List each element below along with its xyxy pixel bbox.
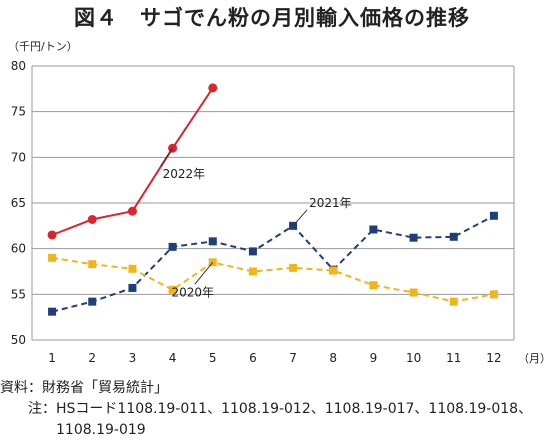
y-tick-label: 75 (11, 105, 26, 119)
data-point (127, 206, 137, 216)
note-label: 注： (28, 401, 56, 417)
series-line-2020年 (51, 256, 495, 303)
data-point (289, 263, 298, 272)
leader-line (292, 209, 308, 227)
x-tick-label: 10 (406, 351, 421, 365)
x-tick-label: 7 (289, 351, 297, 365)
x-tick-label: 1 (48, 351, 56, 365)
y-tick-label: 80 (11, 59, 26, 73)
data-point (329, 266, 338, 275)
x-tick-label: 3 (129, 351, 137, 365)
data-point (128, 264, 137, 273)
x-tick-label: 12 (486, 351, 501, 365)
data-point (48, 253, 57, 262)
leader-line (194, 262, 214, 285)
data-point (489, 290, 498, 299)
note-row: 注：HSコード1108.19-011、1108.19-012、1108.19-0… (0, 399, 544, 420)
data-point (168, 242, 177, 251)
leader-line (160, 147, 173, 167)
data-point (208, 237, 217, 246)
x-tick-label: 11 (446, 351, 461, 365)
x-tick-label: 2 (88, 351, 96, 365)
note-row-2: 1108.19-019 (0, 420, 544, 441)
data-point (168, 285, 177, 294)
x-tick-label: 5 (209, 351, 217, 365)
data-point (449, 232, 458, 241)
note-text-line1: HSコード1108.19-011、1108.19-012、1108.19-017… (56, 401, 533, 417)
data-point (88, 260, 97, 269)
notes: 資料：財務省「貿易統計」 注：HSコード1108.19-011、1108.19-… (0, 378, 544, 441)
data-point (489, 211, 498, 220)
y-tick-label: 50 (11, 333, 26, 347)
source-text: 財務省「貿易統計」 (42, 380, 168, 396)
y-tick-label: 70 (11, 150, 26, 164)
series-line-2021年 (51, 214, 495, 313)
data-point (409, 288, 418, 297)
data-point (369, 225, 378, 234)
y-tick-label: 55 (11, 287, 26, 301)
note-text-line2: 1108.19-019 (56, 422, 146, 438)
data-point (449, 297, 458, 306)
data-point (248, 267, 257, 276)
data-point (88, 297, 97, 306)
y-tick-label: 65 (11, 196, 26, 210)
x-axis-unit: （月） (518, 352, 544, 365)
x-tick-label: 9 (370, 351, 378, 365)
data-point (248, 247, 257, 256)
data-point (87, 214, 97, 224)
data-point (369, 281, 378, 290)
label-2020: 2020年 (171, 285, 214, 299)
x-tick-label: 6 (249, 351, 257, 365)
data-point (48, 307, 57, 316)
source-label: 資料： (0, 380, 42, 396)
label-2021: 2021年 (309, 196, 352, 210)
x-tick-label: 4 (169, 351, 177, 365)
label-2022: 2022年 (163, 167, 206, 181)
y-tick-label: 60 (11, 242, 26, 256)
chart-title: 図４ サゴでん粉の月別輸入価格の推移 (74, 6, 470, 30)
data-point (128, 283, 137, 292)
data-point (47, 230, 57, 240)
x-tick-label: 8 (329, 351, 337, 365)
data-point (409, 233, 418, 242)
source-row: 資料：財務省「貿易統計」 (0, 378, 544, 399)
data-point (208, 83, 218, 93)
y-axis-unit: （千円/トン） (8, 40, 78, 53)
